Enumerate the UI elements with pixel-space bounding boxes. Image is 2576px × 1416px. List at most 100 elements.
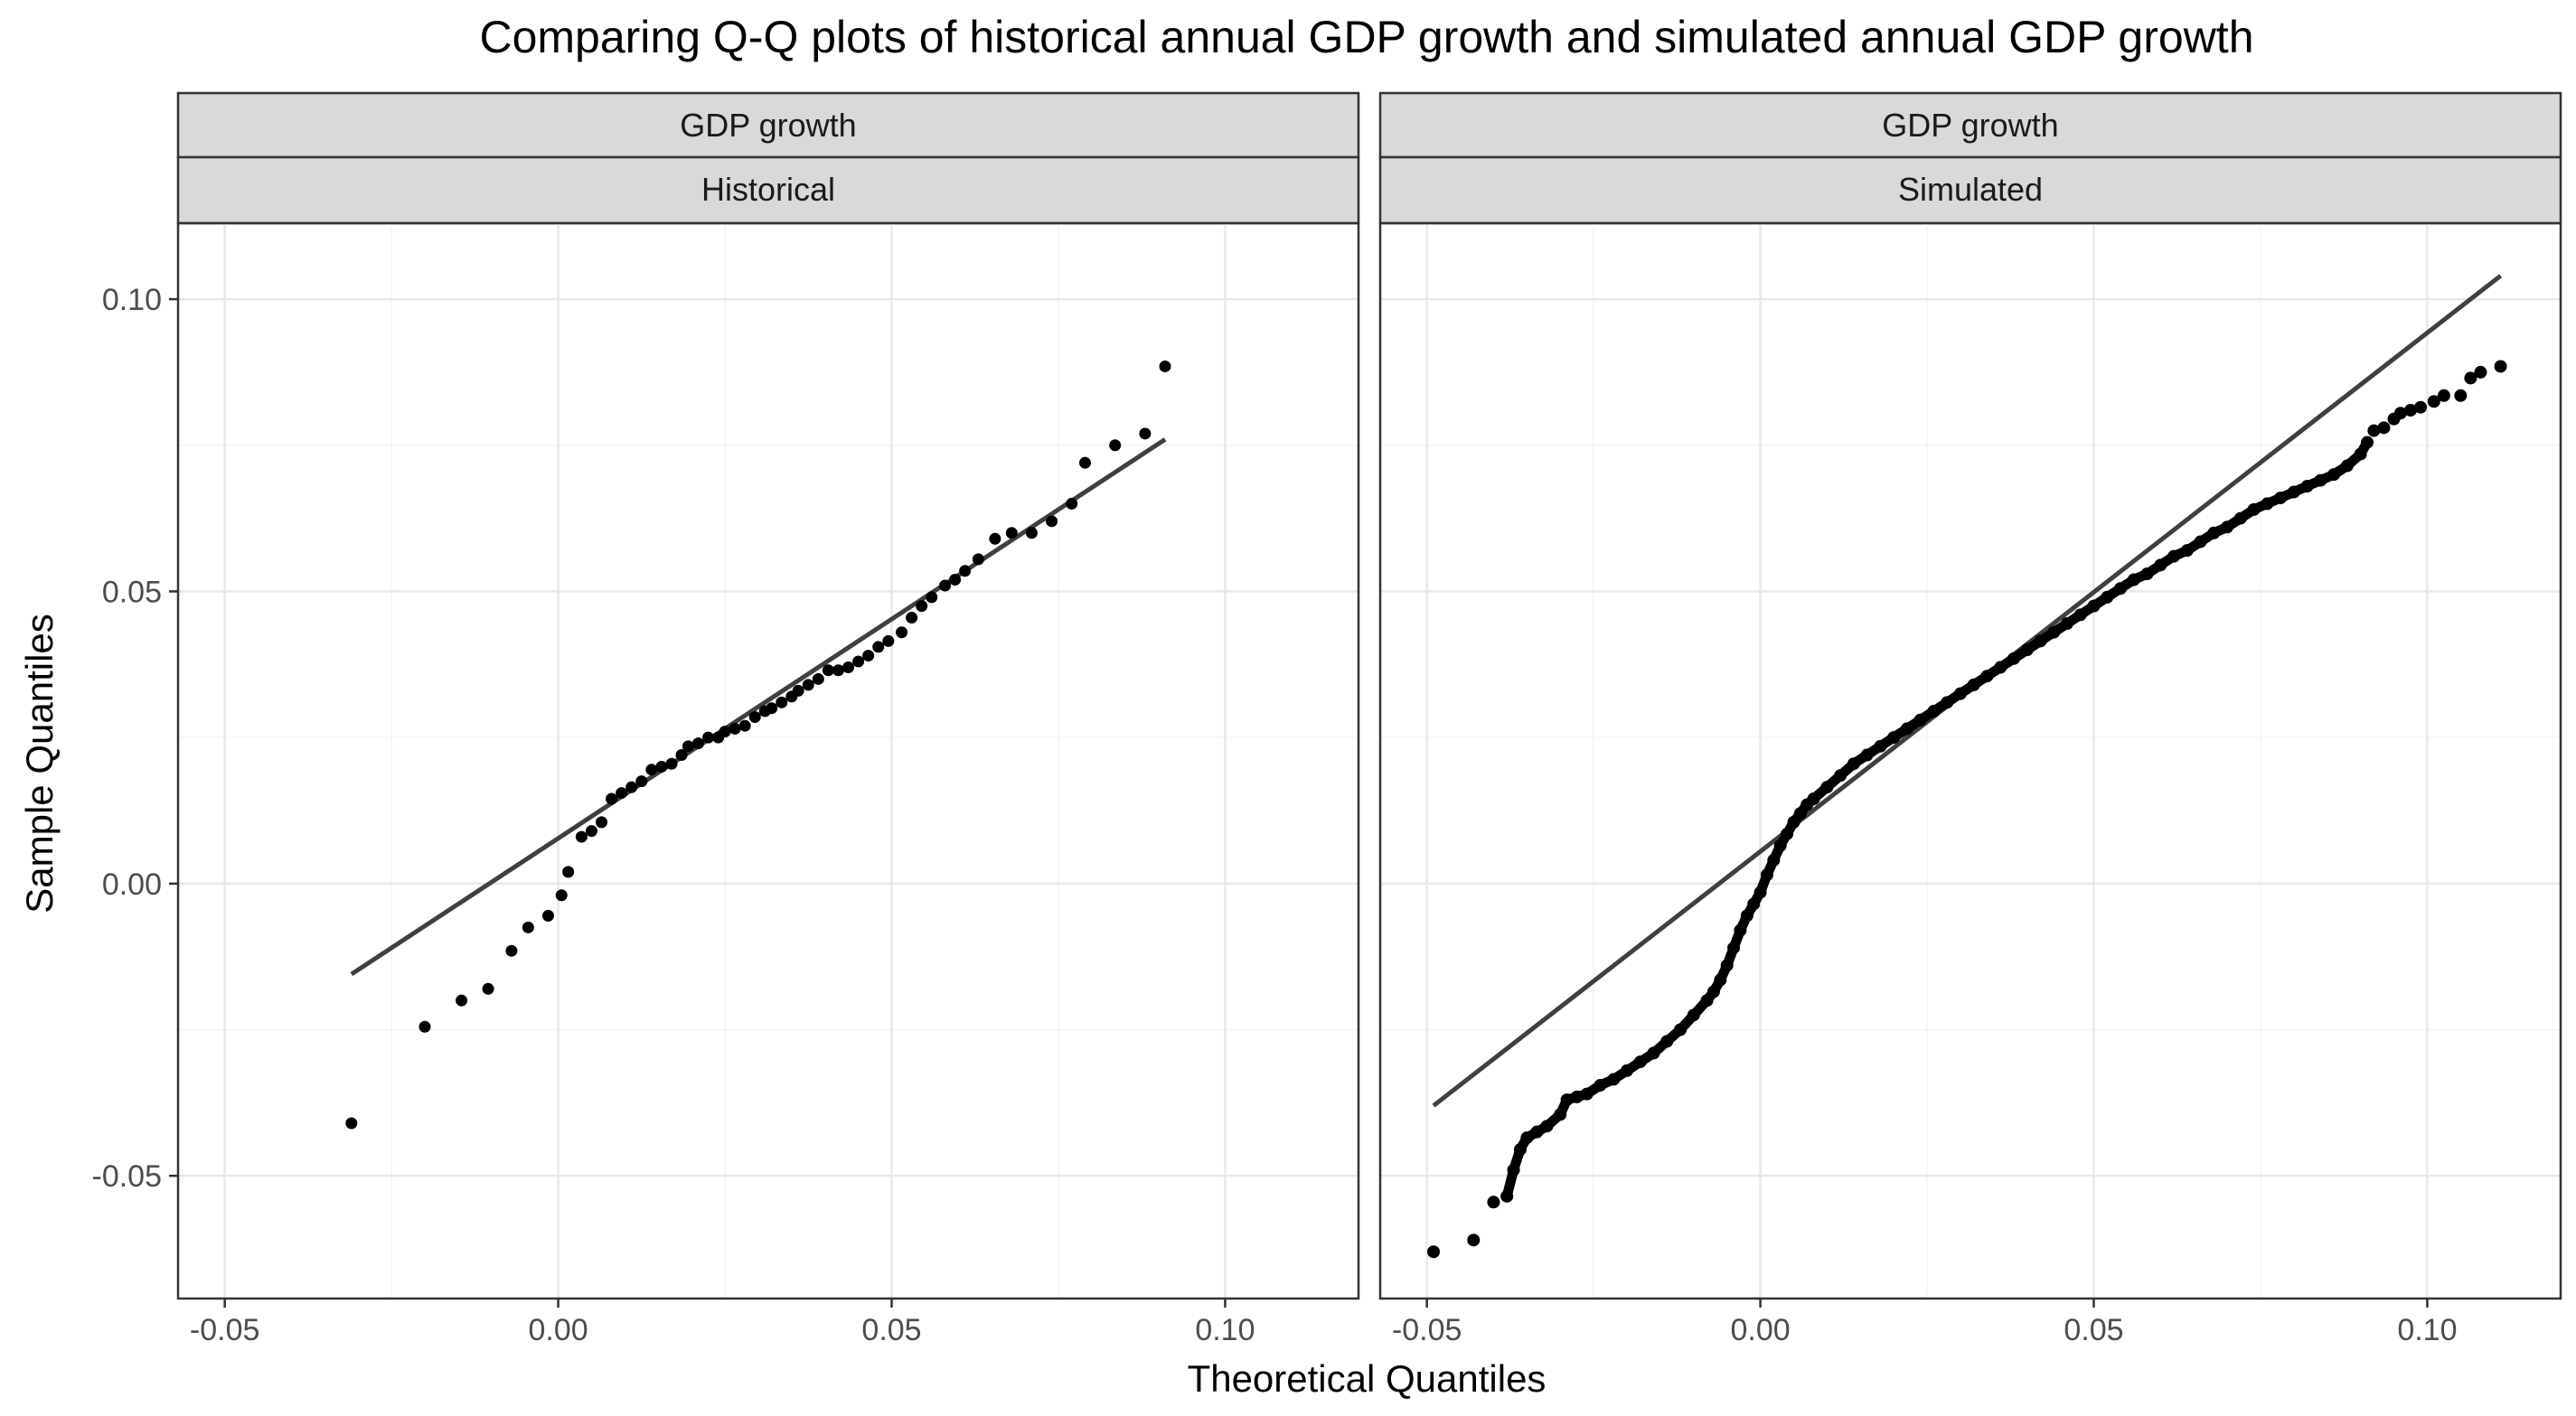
qq-point (766, 702, 778, 715)
qq-point (926, 591, 938, 604)
x-tick-label: 0.10 (2397, 1313, 2457, 1347)
qq-point (842, 661, 855, 674)
qq-point (606, 792, 618, 805)
x-tick-label: 0.00 (528, 1313, 588, 1347)
qq-point (2474, 365, 2487, 379)
qq-point (1046, 515, 1058, 528)
qq-point (719, 726, 731, 738)
qq-point (575, 830, 588, 843)
qq-point (1159, 360, 1171, 372)
qq-point (505, 944, 518, 957)
qq-point (2393, 407, 2407, 420)
facet-strip-bottom-label: Historical (701, 171, 835, 208)
qq-point (2377, 421, 2391, 435)
qq-points (1427, 360, 2507, 1259)
panel-border (1378, 221, 2562, 1300)
qq-point (2427, 395, 2440, 408)
panel-border (176, 221, 1360, 1300)
qq-point (2454, 389, 2468, 402)
facet-strip-bottom (176, 155, 1360, 225)
qq-point (916, 600, 928, 613)
x-tick-label: 0.05 (861, 1313, 921, 1347)
qq-point (959, 565, 972, 577)
qq-point (748, 710, 761, 723)
qq-point (655, 760, 668, 773)
qq-point (939, 579, 952, 592)
panel-2: GDP growth Simulated -0.05 0.00 0.05 0.10 (1378, 91, 2562, 1347)
qq-point (522, 921, 534, 933)
facet-strip-top (176, 91, 1360, 159)
qq-point (832, 664, 844, 677)
x-tick-label: 0.05 (2064, 1313, 2123, 1347)
qq-point (692, 737, 705, 750)
qq-point (2403, 403, 2417, 417)
qq-point (2494, 360, 2507, 373)
facet-strip-bottom-label: Simulated (1898, 171, 2043, 208)
qq-point (852, 655, 865, 668)
qq-point (792, 684, 804, 697)
qq-point (625, 781, 638, 793)
y-tick-label: 0.05 (102, 575, 162, 609)
qq-point (729, 722, 741, 735)
qq-point (776, 696, 788, 708)
qq-point (1427, 1245, 1441, 1259)
qq-point (1487, 1196, 1500, 1209)
qq-point (822, 664, 834, 677)
qq-point (906, 612, 918, 624)
qq-point (682, 740, 694, 753)
qq-point (616, 787, 628, 800)
facet-panels: GDP growth Historical -0.05 0.00 0.05 0.10 -0.… (92, 91, 2562, 1347)
qq-point (635, 775, 648, 788)
qq-point (665, 757, 678, 770)
qq-point (345, 1117, 358, 1130)
qq-points-dense-band (1501, 437, 2373, 1202)
qq-point (418, 1020, 431, 1033)
qq-point (675, 749, 688, 762)
qq-points (345, 360, 1171, 1130)
qq-point (1109, 439, 1122, 452)
x-tick-label: 0.10 (1195, 1313, 1255, 1347)
qq-point (1005, 527, 1018, 539)
y-tick-label: -0.05 (92, 1159, 163, 1194)
qq-point (585, 825, 597, 838)
qq-point (862, 650, 875, 662)
qq-point (702, 731, 715, 744)
chart-title: Comparing Q-Q plots of historical annual… (479, 12, 2253, 62)
qq-point (949, 574, 962, 586)
y-tick-label: 0.10 (102, 283, 162, 317)
qq-point (802, 679, 814, 691)
x-tick-label: -0.05 (1392, 1313, 1462, 1347)
qq-point (596, 816, 608, 829)
qq-point (2464, 371, 2477, 385)
qq-point (2367, 424, 2381, 437)
qq-point (555, 889, 568, 902)
qq-point (1066, 497, 1078, 510)
qq-point (542, 909, 555, 922)
qq-point (2414, 400, 2428, 414)
qq-point (562, 866, 575, 878)
x-axis-title: Theoretical Quantiles (1188, 1357, 1547, 1400)
qq-point (2437, 389, 2450, 402)
y-axis-title: Sample Quantiles (18, 614, 61, 914)
qq-point (456, 994, 468, 1007)
qq-point (645, 764, 658, 776)
facet-strip-top-label: GDP growth (680, 107, 856, 144)
qq-point (896, 626, 908, 639)
y-tick-label: 0.00 (102, 867, 162, 902)
qq-reference-line (350, 437, 1167, 977)
qq-point (882, 634, 895, 647)
grid-lines (1380, 223, 2561, 1299)
qq-point (1078, 456, 1091, 469)
qq-point (989, 532, 1001, 545)
facet-strip-top (1378, 91, 2562, 159)
qq-point (738, 719, 751, 732)
x-tick-label: 0.00 (1730, 1313, 1790, 1347)
panel-1: GDP growth Historical -0.05 0.00 0.05 0.10 -0.… (92, 91, 1360, 1347)
grid-lines (178, 223, 1359, 1299)
x-tick-label: -0.05 (190, 1313, 260, 1347)
qq-point (812, 672, 824, 685)
qq-point (1139, 427, 1152, 440)
facet-strip-top-label: GDP growth (1882, 107, 2058, 144)
qq-point (1025, 527, 1038, 539)
